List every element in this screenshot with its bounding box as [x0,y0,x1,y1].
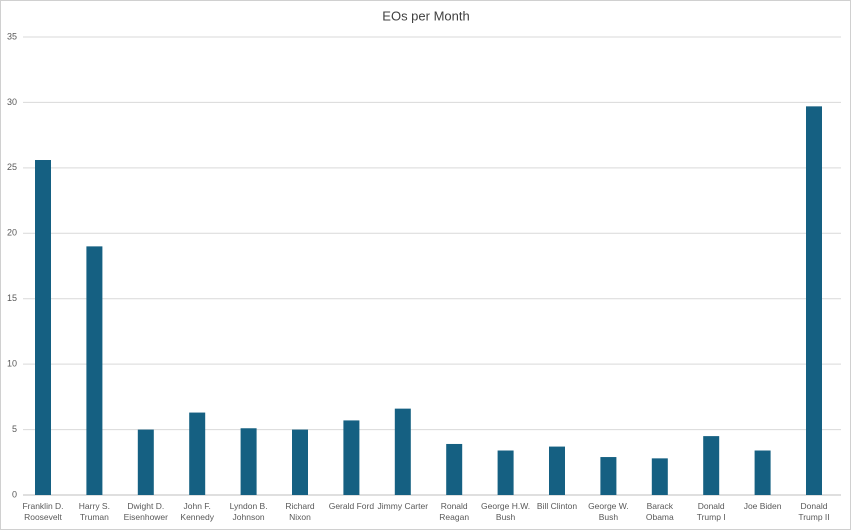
bar [189,412,206,495]
y-tick-label: 30 [7,97,17,107]
x-tick-label: John F. Kennedy [180,501,214,522]
bar [703,436,720,495]
y-tick-label: 20 [7,228,17,238]
bar [446,443,463,495]
x-tick-label: Donald Trump II [798,501,830,522]
x-tick-label: Barack Obama [645,501,674,522]
bar [600,457,617,495]
x-tick-label: Ronald Reagan [439,501,470,522]
x-tick-label: Jimmy Carter [377,501,429,511]
bar [806,106,822,496]
y-tick-label: 35 [7,31,17,41]
y-tick-label: 5 [12,424,17,434]
x-tick-label: Bill Clinton [536,501,578,511]
bar [86,246,103,495]
x-tick-label: Franklin D. Roosevelt [22,501,64,522]
x-tick-label: Dwight D. Eisenhower [123,501,168,522]
bar [137,429,154,495]
y-tick-label: 10 [7,359,17,369]
x-tick-label: Lyndon B. Johnson [229,501,268,522]
bar [497,450,514,495]
bar [35,160,51,495]
x-tick-label: Donald Trump I [696,501,726,522]
y-tick-label: 0 [12,489,17,499]
x-tick-label: George W. Bush [588,501,629,522]
x-tick-label: Gerald Ford [328,501,375,511]
bar [549,446,565,495]
y-tick-label: 15 [7,293,17,303]
x-tick-label: Richard Nixon [285,501,315,522]
bar [754,450,771,495]
x-tick-label: Joe Biden [743,501,782,511]
y-tick-label: 25 [7,162,17,172]
bar [651,458,668,495]
x-tick-label: George H.W. Bush [481,501,531,522]
chart-title: EOs per Month [382,8,469,23]
bar [343,420,360,495]
bar [240,428,257,495]
bar [394,408,411,495]
bar [292,429,308,495]
x-tick-label: Harry S. Truman [78,501,110,522]
